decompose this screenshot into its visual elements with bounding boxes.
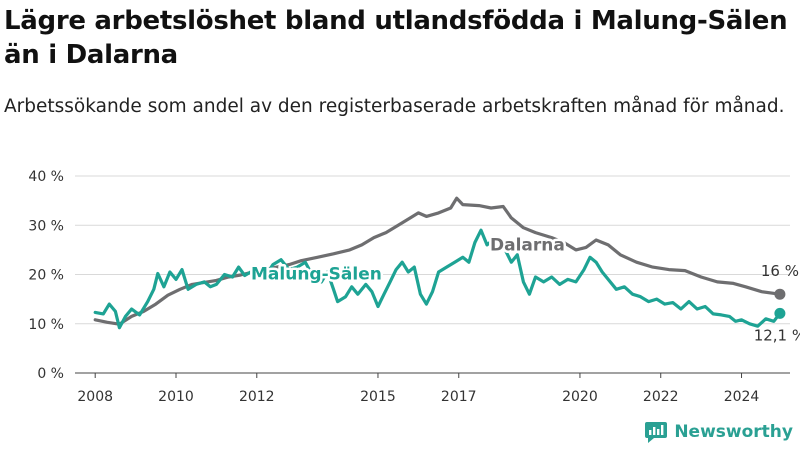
end-value-label-malung-salen: 12,1 %	[754, 326, 800, 344]
brand-logo: Newsworthy	[644, 420, 793, 444]
series-label-malung-salen-halo: Malung-Sälen	[251, 264, 382, 284]
end-point-dalarna	[774, 288, 786, 300]
series-label-malung-salen: Malung-Sälen	[251, 264, 382, 284]
x-tick-label: 2012	[239, 389, 275, 405]
series-label-dalarna: Dalarna	[490, 235, 565, 255]
y-tick-label: 40 %	[28, 169, 64, 185]
y-tick-label: 30 %	[28, 218, 64, 234]
series-label-dalarna-halo: Dalarna	[490, 235, 565, 255]
end-point-malung-salen	[774, 307, 786, 319]
x-tick-label: 2024	[724, 389, 760, 405]
chart-subtitle: Arbetssökande som andel av den registerb…	[4, 96, 785, 117]
x-tick-label: 2008	[77, 389, 113, 405]
x-tick-label: 2017	[441, 389, 477, 405]
series-line-malung-salen	[93, 228, 782, 330]
x-tick-label: 2020	[562, 389, 598, 405]
newsworthy-logo-icon	[645, 422, 668, 443]
y-tick-label: 20 %	[28, 268, 64, 284]
chart-title: Lägre arbetslöshet bland utlandsfödda i …	[4, 6, 788, 70]
x-tick-label: 2015	[360, 389, 396, 405]
y-tick-label: 0 %	[37, 366, 64, 382]
x-tick-label: 2022	[643, 389, 679, 405]
y-tick-label: 10 %	[28, 317, 64, 333]
x-tick-label: 2010	[158, 389, 194, 405]
brand-name: Newsworthy	[674, 422, 793, 442]
end-value-label-dalarna: 16 %	[761, 262, 799, 280]
